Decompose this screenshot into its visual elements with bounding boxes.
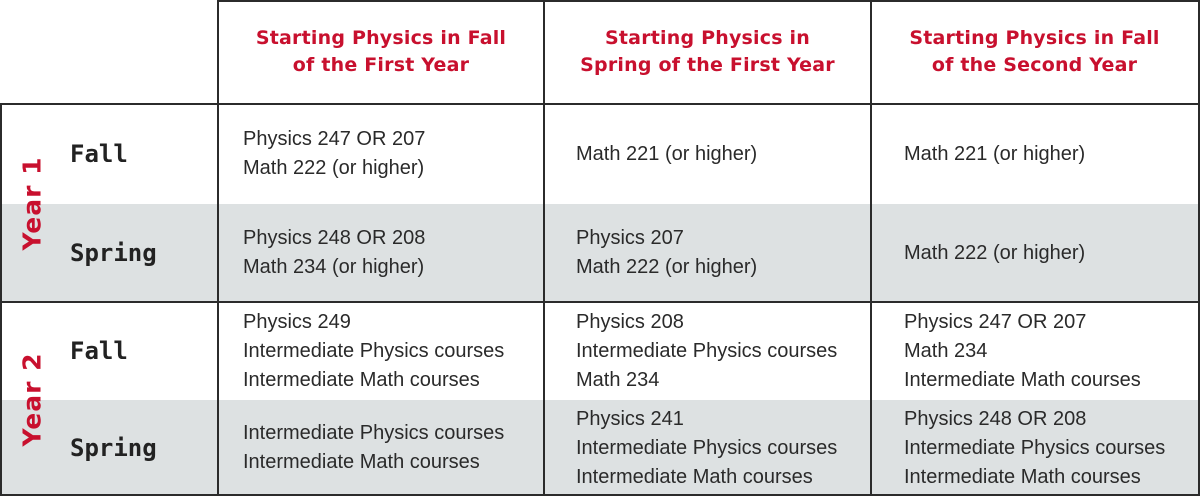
column-header-2: Starting Physics in Spring of the First Y… <box>544 0 871 104</box>
rule-col-3 <box>870 0 872 496</box>
course-line: Math 222 (or higher) <box>243 157 425 179</box>
cell-y2-spring-c3: Physics 248 OR 208 Intermediate Physics … <box>904 400 1198 496</box>
course-line: Intermediate Physics courses <box>243 339 505 362</box>
column-header-1: Starting Physics in Fall of the First Yea… <box>218 0 544 104</box>
course-line: Intermediate Physics courses <box>904 436 1166 459</box>
course-line: Physics 248 OR 208 <box>243 227 426 249</box>
course-line: Math 222 (or higher) <box>576 256 758 278</box>
rule-col-1 <box>217 0 219 496</box>
cell-y2-fall-c1: Physics 249 Intermediate Physics courses… <box>243 302 543 400</box>
cell-y2-fall-c3: Physics 247 OR 207 Math 234 Intermediate… <box>904 302 1198 400</box>
semester-label-year1-fall: Fall <box>70 140 128 168</box>
year-1-label: Year 1 <box>0 104 64 302</box>
course-line: Physics 249 <box>243 310 351 333</box>
course-line: Physics 248 OR 208 <box>904 407 1087 430</box>
year1-spring-band <box>0 204 1200 302</box>
column-header-1-line1: Starting Physics in Fall <box>255 27 507 49</box>
course-line: Math 221 (or higher) <box>904 142 1086 165</box>
course-line: Intermediate Physics courses <box>576 436 838 459</box>
course-line: Intermediate Math courses <box>243 368 480 391</box>
year-2-label: Year 2 <box>0 302 64 496</box>
year-1-text: Year 1 <box>17 155 47 251</box>
rule-top <box>217 0 1200 2</box>
course-line: Intermediate Physics courses <box>576 339 838 362</box>
rule-left <box>0 103 2 496</box>
cell-y2-fall-c2: Physics 208 Intermediate Physics courses… <box>576 302 870 400</box>
semester-label-year2-fall: Fall <box>70 337 128 365</box>
course-line: Physics 207 <box>576 227 684 249</box>
column-header-3-line2: of the Second Year <box>931 54 1138 76</box>
column-header-2-line2: Spring of the First Year <box>580 54 835 76</box>
course-line: Physics 247 OR 207 <box>904 310 1087 333</box>
rule-bottom <box>0 494 1200 496</box>
column-header-3: Starting Physics in Fall of the Second Ye… <box>871 0 1198 104</box>
year2-spring-band <box>0 400 1200 496</box>
semester-label-year1-spring: Spring <box>70 239 157 267</box>
cell-y2-spring-c1: Intermediate Physics courses Intermediat… <box>243 400 543 496</box>
course-line: Intermediate Math courses <box>243 451 480 473</box>
course-line: Math 222 (or higher) <box>904 241 1086 264</box>
rule-header-bottom <box>0 103 1200 105</box>
course-line: Intermediate Physics courses <box>243 422 505 444</box>
cell-y1-spring-c2: Physics 207 Math 222 (or higher) <box>576 204 870 302</box>
course-line: Math 234 <box>576 368 660 391</box>
column-header-3-line1: Starting Physics in Fall <box>909 27 1160 49</box>
course-line: Physics 208 <box>576 310 684 333</box>
course-line: Physics 241 <box>576 407 684 430</box>
year-2-text: Year 2 <box>17 351 47 447</box>
course-line: Intermediate Math courses <box>904 368 1141 391</box>
course-line: Intermediate Math courses <box>576 465 813 488</box>
cell-y2-spring-c2: Physics 241 Intermediate Physics courses… <box>576 400 870 496</box>
course-line: Math 221 (or higher) <box>576 142 758 165</box>
cell-y1-spring-c1: Physics 248 OR 208 Math 234 (or higher) <box>243 204 543 302</box>
course-line: Math 234 (or higher) <box>243 256 425 278</box>
rule-year-divider <box>0 301 1200 303</box>
rule-col-2 <box>543 0 545 496</box>
course-line: Math 234 <box>904 339 988 362</box>
course-line: Physics 247 OR 207 <box>243 128 426 150</box>
cell-y1-spring-c3: Math 222 (or higher) <box>904 204 1198 302</box>
cell-y1-fall-c3: Math 221 (or higher) <box>904 104 1198 204</box>
cell-y1-fall-c1: Physics 247 OR 207 Math 222 (or higher) <box>243 104 543 204</box>
cell-y1-fall-c2: Math 221 (or higher) <box>576 104 870 204</box>
column-header-1-line2: of the First Year <box>292 54 470 76</box>
rule-right <box>1198 0 1200 496</box>
semester-label-year2-spring: Spring <box>70 434 157 462</box>
course-line: Intermediate Math courses <box>904 465 1141 488</box>
column-header-2-line1: Starting Physics in <box>605 27 810 49</box>
